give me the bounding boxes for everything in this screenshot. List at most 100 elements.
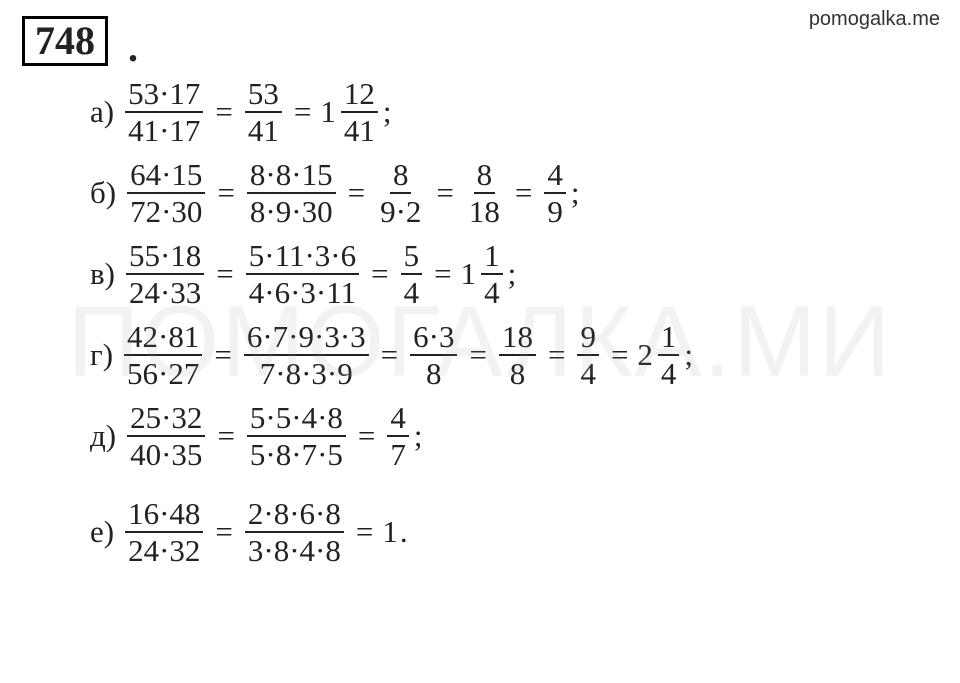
fraction-numerator: 1: [658, 321, 680, 356]
fraction-denominator: 18: [466, 194, 503, 227]
fraction: 6·38: [410, 321, 457, 389]
equals-sign: =: [217, 418, 234, 454]
fraction-numerator: 16·48: [125, 498, 203, 533]
fraction: 25·3240·35: [127, 402, 205, 470]
fraction: 188: [499, 321, 536, 389]
equals-sign: =: [434, 256, 451, 292]
fraction-denominator: 24·32: [125, 533, 203, 566]
fraction-denominator: 9: [544, 194, 566, 227]
mixed-number: 11241: [320, 78, 381, 146]
solution-row: а)53·1741·17=5341=11241;: [90, 78, 940, 146]
fraction-denominator: 8: [423, 356, 445, 389]
fraction: 5·5·4·85·8·7·5: [247, 402, 346, 470]
solution-content: а)53·1741·17=5341=11241;б)64·1572·30=8·8…: [90, 78, 940, 579]
problem-number: 748: [35, 18, 95, 63]
fraction-numerator: 25·32: [127, 402, 205, 437]
fraction-numerator: 6·3: [410, 321, 457, 356]
fraction-denominator: 4: [481, 275, 503, 308]
solution-row: г)42·8156·27=6·7·9·3·37·8·3·9=6·38=188=9…: [90, 321, 940, 389]
row-label: в): [90, 256, 115, 292]
equals-sign: =: [356, 514, 373, 550]
fraction-denominator: 8: [507, 356, 529, 389]
fraction-denominator: 8·9·30: [247, 194, 336, 227]
fraction-denominator: 41·17: [125, 113, 203, 146]
fraction-numerator: 64·15: [127, 159, 205, 194]
equals-sign: =: [294, 94, 311, 130]
fraction-numerator: 5: [401, 240, 423, 275]
fraction-numerator: 4: [387, 402, 409, 437]
mixed-number: 114: [461, 240, 506, 308]
fraction-denominator: 41: [341, 113, 378, 146]
row-label: б): [90, 175, 116, 211]
fraction-denominator: 4: [577, 356, 599, 389]
fraction-numerator: 8: [390, 159, 412, 194]
fraction-numerator: 9: [577, 321, 599, 356]
fraction: 2·8·6·83·8·4·8: [245, 498, 344, 566]
fraction: 94: [577, 321, 599, 389]
fraction-numerator: 53·17: [125, 78, 203, 113]
fraction-numerator: 2·8·6·8: [245, 498, 344, 533]
fraction-denominator: 24·33: [126, 275, 204, 308]
equals-sign: =: [515, 175, 532, 211]
fraction-numerator: 42·81: [124, 321, 202, 356]
fraction: 818: [466, 159, 503, 227]
equals-sign: =: [611, 337, 628, 373]
fraction-denominator: 56·27: [124, 356, 202, 389]
fraction-numerator: 1: [481, 240, 503, 275]
fraction-numerator: 53: [245, 78, 282, 113]
problem-number-box: 748: [22, 16, 108, 66]
fraction-denominator: 72·30: [127, 194, 205, 227]
fraction: 14: [658, 321, 680, 389]
fraction: 42·8156·27: [124, 321, 202, 389]
equals-sign: =: [469, 337, 486, 373]
row-terminator: ;: [571, 175, 580, 211]
fraction: 1241: [341, 78, 378, 146]
fraction-numerator: 8: [474, 159, 496, 194]
solution-row: в)55·1824·33=5·11·3·64·6·3·11=54=114;: [90, 240, 940, 308]
fraction: 54: [401, 240, 423, 308]
fraction: 14: [481, 240, 503, 308]
fraction-numerator: 8·8·15: [247, 159, 336, 194]
fraction: 47: [387, 402, 409, 470]
fraction: 64·1572·30: [127, 159, 205, 227]
fraction: 5·11·3·64·6·3·11: [246, 240, 359, 308]
equals-sign: =: [436, 175, 453, 211]
fraction: 53·1741·17: [125, 78, 203, 146]
fraction-numerator: 5·5·4·8: [247, 402, 346, 437]
fraction: 49: [544, 159, 566, 227]
fraction-denominator: 40·35: [127, 437, 205, 470]
equals-sign: =: [215, 94, 232, 130]
equals-sign: =: [216, 256, 233, 292]
row-terminator: ;: [684, 337, 693, 373]
plain-number: 1: [382, 514, 398, 550]
fraction-denominator: 4: [658, 356, 680, 389]
equals-sign: =: [348, 175, 365, 211]
equals-sign: =: [358, 418, 375, 454]
equals-sign: =: [215, 514, 232, 550]
problem-number-dot: .: [128, 24, 138, 71]
fraction-denominator: 7·8·3·9: [257, 356, 356, 389]
fraction: 16·4824·32: [125, 498, 203, 566]
row-label: а): [90, 94, 114, 130]
row-label: е): [90, 514, 114, 550]
mixed-whole: 2: [637, 337, 653, 373]
fraction-denominator: 9·2: [377, 194, 424, 227]
solution-row: д)25·3240·35=5·5·4·85·8·7·5=47;: [90, 402, 940, 470]
solution-row: б)64·1572·30=8·8·158·9·30=89·2=818=49;: [90, 159, 940, 227]
row-terminator: .: [400, 514, 408, 550]
mixed-whole: 1: [320, 94, 336, 130]
equals-sign: =: [371, 256, 388, 292]
fraction-denominator: 4: [401, 275, 423, 308]
fraction: 8·8·158·9·30: [247, 159, 336, 227]
solution-row: е)16·4824·32=2·8·6·83·8·4·8=1.: [90, 498, 940, 566]
row-label: г): [90, 337, 113, 373]
equals-sign: =: [548, 337, 565, 373]
fraction-denominator: 5·8·7·5: [247, 437, 346, 470]
fraction-denominator: 7: [387, 437, 409, 470]
fraction-denominator: 4·6·3·11: [246, 275, 359, 308]
mixed-number: 214: [637, 321, 682, 389]
row-terminator: ;: [508, 256, 517, 292]
fraction: 6·7·9·3·37·8·3·9: [244, 321, 369, 389]
equals-sign: =: [214, 337, 231, 373]
fraction-numerator: 6·7·9·3·3: [244, 321, 369, 356]
